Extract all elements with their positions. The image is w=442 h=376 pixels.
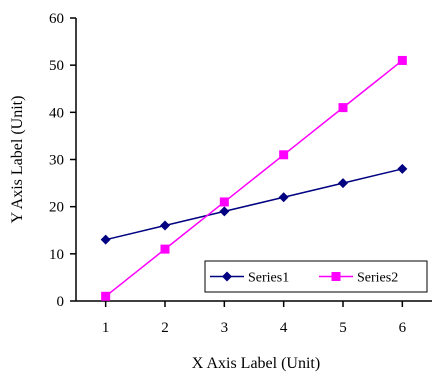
y-axis-ticks: 0 10 20 30 40 50 60 [49,11,76,310]
legend: Series1 Series2 [204,260,428,293]
series2-point [397,55,407,65]
x-tick-label: 1 [102,320,110,336]
y-tick-label: 20 [49,200,64,216]
legend-series1-label: Series1 [248,271,289,286]
series1-point [219,206,230,217]
series-layer [100,55,408,301]
x-axis-title: X Axis Label (Unit) [192,355,320,372]
y-tick-label: 50 [49,58,64,74]
x-tick-label: 3 [221,320,229,336]
legend-series2-label: Series2 [357,271,398,286]
x-axis-ticks: 1 2 3 4 5 6 [102,301,407,336]
series1-point [160,220,170,231]
x-tick-label: 6 [399,320,407,336]
y-tick-label: 60 [49,11,64,27]
series2-point [101,291,111,301]
series2-point [160,244,170,254]
x-tick-label: 5 [339,320,347,336]
series1-point [278,192,289,203]
y-tick-label: 10 [49,247,64,263]
series1-point [397,163,408,174]
series2-point [279,150,289,160]
x-tick-label: 4 [280,320,288,336]
legend-series2-marker [331,272,341,281]
series1-line [105,168,403,241]
y-tick-label: 30 [49,153,64,169]
series2-point [219,197,229,207]
legend-series1-marker [222,271,232,282]
series1-point [100,234,111,245]
y-tick-label: 0 [57,294,65,310]
series2-line [105,59,403,297]
y-tick-label: 40 [49,105,64,121]
y-axis-title: Y Axis Label (Unit) [9,96,26,224]
series1-point [338,178,348,189]
series2-point [338,103,348,113]
x-tick-label: 2 [161,320,169,336]
